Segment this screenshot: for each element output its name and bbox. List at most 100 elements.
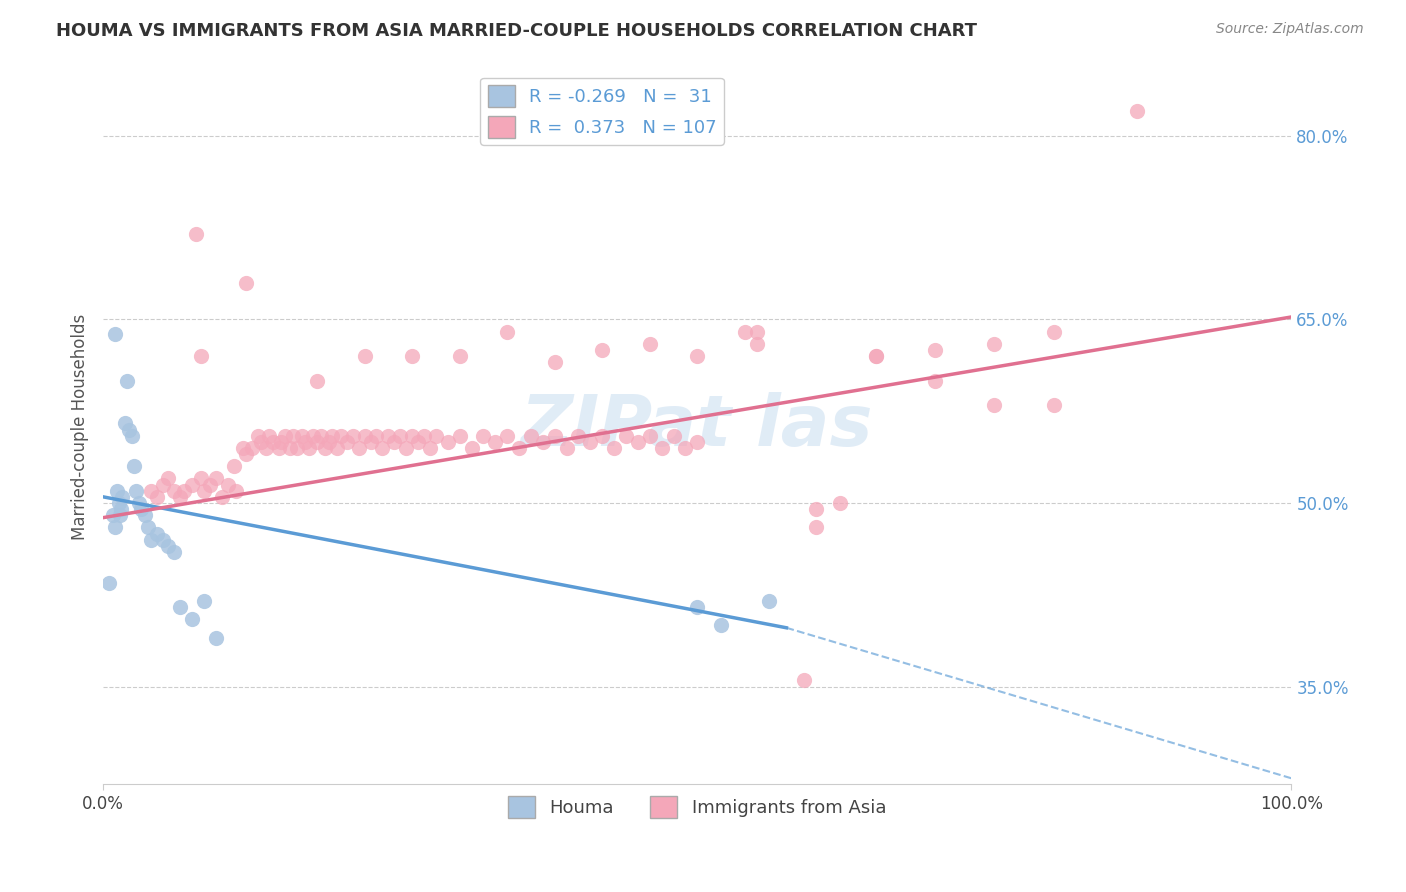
- Point: [163, 483, 186, 498]
- Point: [1042, 325, 1064, 339]
- Point: [567, 428, 589, 442]
- Point: [924, 343, 946, 357]
- Point: [190, 471, 212, 485]
- Point: [508, 441, 530, 455]
- Point: [401, 428, 423, 442]
- Point: [401, 349, 423, 363]
- Point: [157, 539, 180, 553]
- Point: [638, 428, 661, 442]
- Point: [250, 434, 273, 449]
- Point: [419, 441, 441, 455]
- Point: [193, 483, 215, 498]
- Point: [745, 325, 768, 339]
- Point: [436, 434, 458, 449]
- Point: [366, 428, 388, 442]
- Point: [111, 490, 134, 504]
- Point: [270, 434, 292, 449]
- Point: [555, 441, 578, 455]
- Point: [235, 276, 257, 290]
- Point: [579, 434, 602, 449]
- Point: [254, 441, 277, 455]
- Point: [865, 349, 887, 363]
- Point: [382, 434, 405, 449]
- Point: [520, 428, 543, 442]
- Point: [262, 434, 284, 449]
- Point: [983, 398, 1005, 412]
- Point: [217, 477, 239, 491]
- Point: [169, 599, 191, 614]
- Point: [267, 441, 290, 455]
- Point: [686, 349, 709, 363]
- Point: [828, 496, 851, 510]
- Point: [865, 349, 887, 363]
- Point: [793, 673, 815, 688]
- Point: [139, 483, 162, 498]
- Point: [591, 343, 613, 357]
- Point: [673, 441, 696, 455]
- Point: [804, 502, 827, 516]
- Point: [139, 533, 162, 547]
- Point: [425, 428, 447, 442]
- Point: [294, 434, 316, 449]
- Point: [318, 434, 340, 449]
- Point: [169, 490, 191, 504]
- Point: [184, 227, 207, 241]
- Point: [198, 477, 221, 491]
- Point: [329, 428, 352, 442]
- Point: [496, 428, 519, 442]
- Point: [136, 520, 159, 534]
- Text: Source: ZipAtlas.com: Source: ZipAtlas.com: [1216, 22, 1364, 37]
- Point: [278, 441, 301, 455]
- Point: [347, 441, 370, 455]
- Point: [983, 337, 1005, 351]
- Point: [290, 428, 312, 442]
- Point: [98, 575, 121, 590]
- Point: [758, 594, 780, 608]
- Point: [235, 447, 257, 461]
- Point: [105, 483, 128, 498]
- Point: [104, 520, 127, 534]
- Point: [222, 459, 245, 474]
- Point: [395, 441, 418, 455]
- Point: [336, 434, 359, 449]
- Point: [240, 441, 263, 455]
- Point: [107, 496, 129, 510]
- Point: [110, 502, 132, 516]
- Point: [205, 631, 228, 645]
- Point: [157, 471, 180, 485]
- Point: [122, 459, 145, 474]
- Point: [104, 327, 127, 342]
- Point: [181, 477, 204, 491]
- Point: [591, 428, 613, 442]
- Point: [321, 428, 343, 442]
- Point: [152, 533, 174, 547]
- Point: [377, 428, 399, 442]
- Point: [342, 428, 364, 442]
- Point: [145, 490, 167, 504]
- Point: [298, 441, 321, 455]
- Point: [804, 520, 827, 534]
- Point: [108, 508, 131, 523]
- Point: [152, 477, 174, 491]
- Text: HOUMA VS IMMIGRANTS FROM ASIA MARRIED-COUPLE HOUSEHOLDS CORRELATION CHART: HOUMA VS IMMIGRANTS FROM ASIA MARRIED-CO…: [56, 22, 977, 40]
- Point: [326, 441, 349, 455]
- Point: [115, 374, 138, 388]
- Point: [638, 337, 661, 351]
- Point: [924, 374, 946, 388]
- Point: [353, 428, 375, 442]
- Point: [496, 325, 519, 339]
- Point: [125, 483, 148, 498]
- Point: [193, 594, 215, 608]
- Point: [134, 508, 156, 523]
- Point: [302, 428, 325, 442]
- Point: [314, 441, 336, 455]
- Point: [686, 599, 709, 614]
- Point: [114, 417, 136, 431]
- Point: [285, 441, 308, 455]
- Point: [460, 441, 482, 455]
- Point: [274, 428, 297, 442]
- Point: [118, 423, 141, 437]
- Point: [128, 496, 150, 510]
- Point: [734, 325, 756, 339]
- Point: [121, 428, 143, 442]
